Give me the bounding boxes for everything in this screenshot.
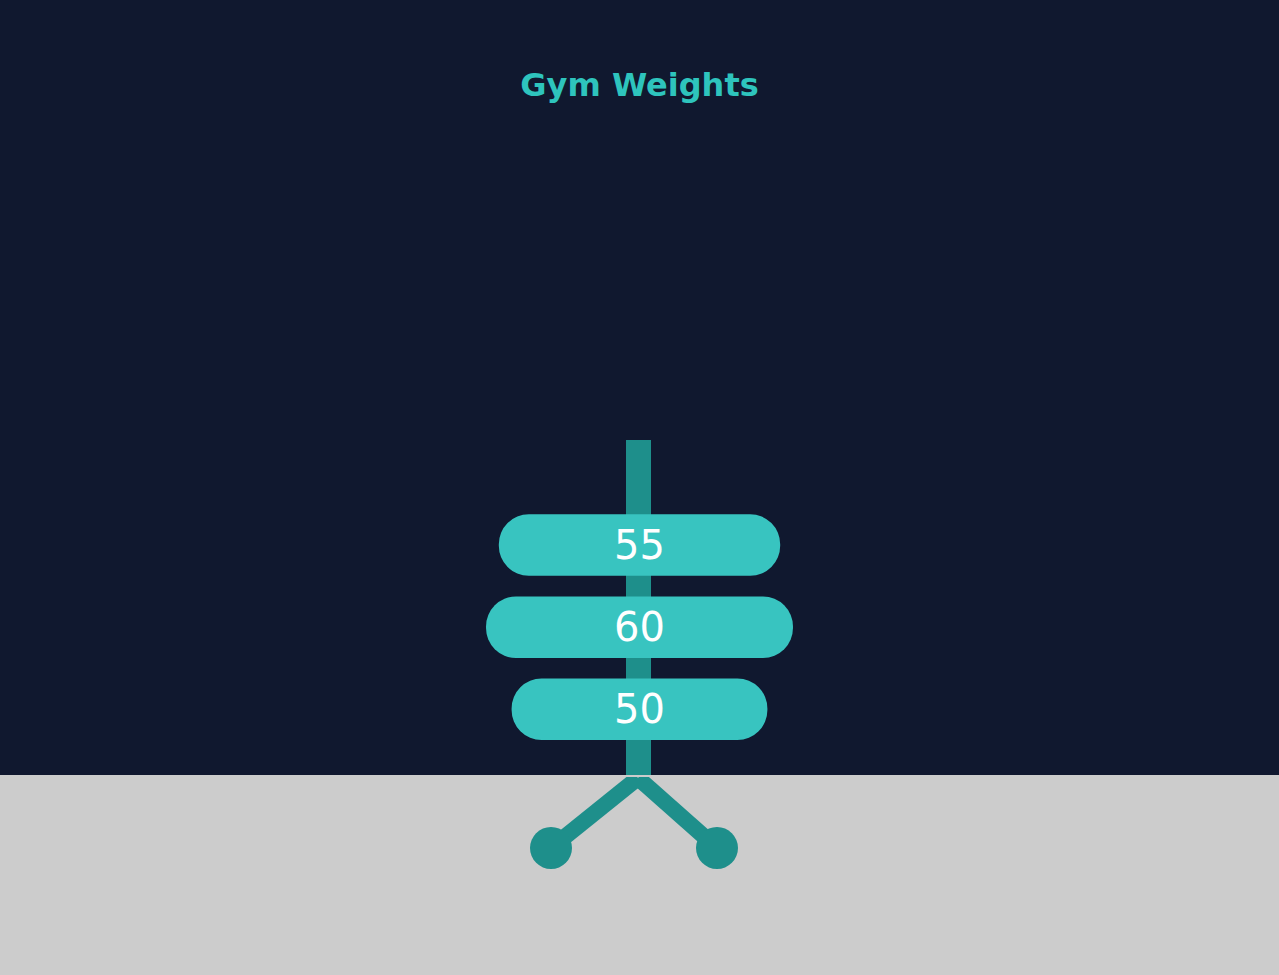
svg-text:50: 50 [614, 686, 665, 732]
svg-text:Gym Weights: Gym Weights [520, 66, 758, 104]
svg-text:55: 55 [614, 522, 665, 568]
svg-text:60: 60 [614, 604, 665, 650]
